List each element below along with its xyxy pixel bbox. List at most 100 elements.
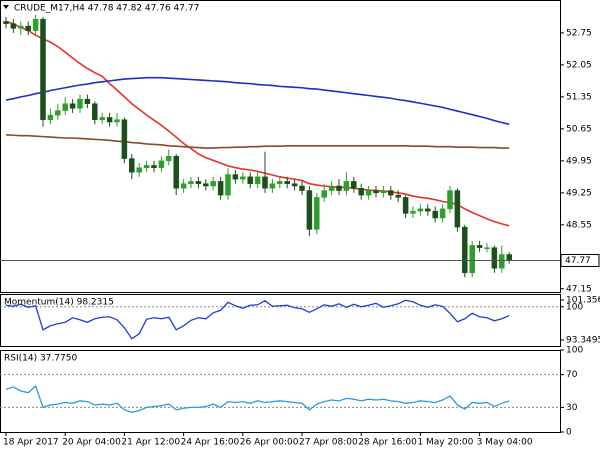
panel-title: CRUDE_M17,H4 47.78 47.82 47.76 47.77 — [14, 4, 199, 14]
x-tick-label: 27 Apr 08:00 — [299, 438, 358, 448]
candle-body — [136, 167, 142, 173]
candle-body — [439, 208, 446, 219]
indicator-line — [5, 299, 510, 340]
y-tick-label: 101.3569 — [566, 296, 600, 306]
x-tick-label: 21 Apr 12:00 — [121, 438, 180, 448]
candle-body — [380, 190, 387, 194]
y-tick-label: 52.75 — [566, 28, 592, 38]
candle-body — [247, 176, 253, 184]
candle-body — [92, 103, 98, 120]
y-tick-label: 49.95 — [566, 156, 592, 166]
candle-body — [173, 156, 179, 189]
candle-body — [373, 190, 379, 194]
candle-body — [121, 119, 128, 159]
candle-body — [3, 21, 9, 25]
candle-body — [277, 181, 283, 184]
moving-average — [5, 134, 510, 149]
candle-body — [129, 158, 135, 173]
y-tick-label: 30 — [566, 403, 578, 413]
candle-body — [306, 190, 313, 230]
x-tick-label: 20 Apr 04:00 — [62, 438, 121, 448]
y-tick-label: 50.65 — [566, 124, 592, 134]
panel-title: Momentum(14) 98.2315 — [4, 298, 114, 308]
candle-body — [336, 185, 342, 191]
candle-body — [410, 210, 416, 214]
candle-body — [158, 160, 165, 168]
candle-body — [351, 181, 357, 189]
candle-body — [180, 183, 187, 189]
moving-average — [5, 76, 510, 126]
y-tick-label: 52.05 — [566, 60, 592, 70]
candle-body — [143, 165, 150, 168]
candle-body — [62, 103, 68, 111]
x-tick-label: 28 Apr 16:00 — [358, 438, 417, 448]
candle-body — [32, 18, 39, 31]
candle-body — [365, 190, 372, 196]
panel-title: RSI(14) 37.7750 — [4, 354, 77, 364]
y-tick-label: 100 — [566, 302, 583, 312]
moving-average — [5, 20, 510, 227]
candle-body — [166, 156, 172, 162]
candle-body — [417, 208, 424, 212]
candle-body — [84, 98, 91, 104]
x-tick-label: 1 May 20:00 — [417, 438, 473, 448]
y-tick-label: 51.35 — [566, 92, 592, 102]
candle-body — [506, 254, 512, 261]
indicator-line — [5, 384, 510, 413]
candle-body — [77, 98, 83, 109]
candle-body — [314, 197, 320, 230]
candle-body — [69, 103, 76, 109]
candle-body — [328, 185, 335, 191]
candle-body — [476, 245, 483, 248]
candle-body — [425, 208, 431, 212]
candle-body — [232, 174, 239, 180]
candle-body — [114, 119, 120, 123]
candle-body — [484, 247, 490, 249]
y-tick-label: 100 — [566, 346, 583, 356]
panel-frame — [0, 350, 561, 433]
y-tick-label: 0 — [566, 428, 572, 438]
y-tick-label: 70 — [566, 370, 578, 380]
candle-body — [358, 188, 364, 196]
candle-body — [299, 185, 305, 191]
candle-body — [47, 114, 54, 120]
candle-body — [432, 210, 438, 219]
candle-body — [210, 181, 216, 187]
candle-body — [151, 165, 157, 168]
candle-body — [240, 176, 246, 180]
panel-frame — [0, 294, 561, 347]
candle-body — [25, 25, 31, 31]
price-label: 47.77 — [565, 256, 591, 266]
y-tick-label: 93.3495 — [566, 336, 600, 346]
candle-body — [343, 181, 350, 191]
candle-body — [217, 181, 224, 196]
y-tick-label: 48.55 — [566, 220, 592, 230]
candle-body — [402, 197, 409, 214]
x-tick-label: 24 Apr 16:00 — [181, 438, 240, 448]
candle-body — [462, 226, 468, 274]
candle-body — [18, 25, 24, 29]
candle-body — [388, 190, 394, 196]
x-tick-label: 26 Apr 00:00 — [240, 438, 299, 448]
candle-body — [254, 176, 261, 184]
candle-body — [40, 18, 46, 120]
candle-body — [203, 183, 209, 187]
candle-body — [10, 23, 17, 29]
x-tick-label: 18 Apr 2017 — [3, 438, 59, 448]
candle-body — [291, 183, 298, 187]
candle-body — [447, 190, 453, 210]
candle-body — [225, 174, 231, 196]
x-tick-label: 3 May 04:00 — [477, 438, 533, 448]
y-tick-label: 49.25 — [566, 188, 592, 198]
candle-body — [195, 181, 202, 184]
candle-body — [188, 181, 194, 184]
candle-body — [55, 110, 61, 116]
panel-frame — [0, 0, 561, 293]
candle-body — [395, 194, 401, 198]
y-tick-label: 47.15 — [566, 284, 592, 294]
candle-body — [454, 190, 461, 228]
candle-body — [99, 117, 105, 120]
title-marker — [3, 5, 9, 9]
candle-body — [499, 254, 505, 269]
